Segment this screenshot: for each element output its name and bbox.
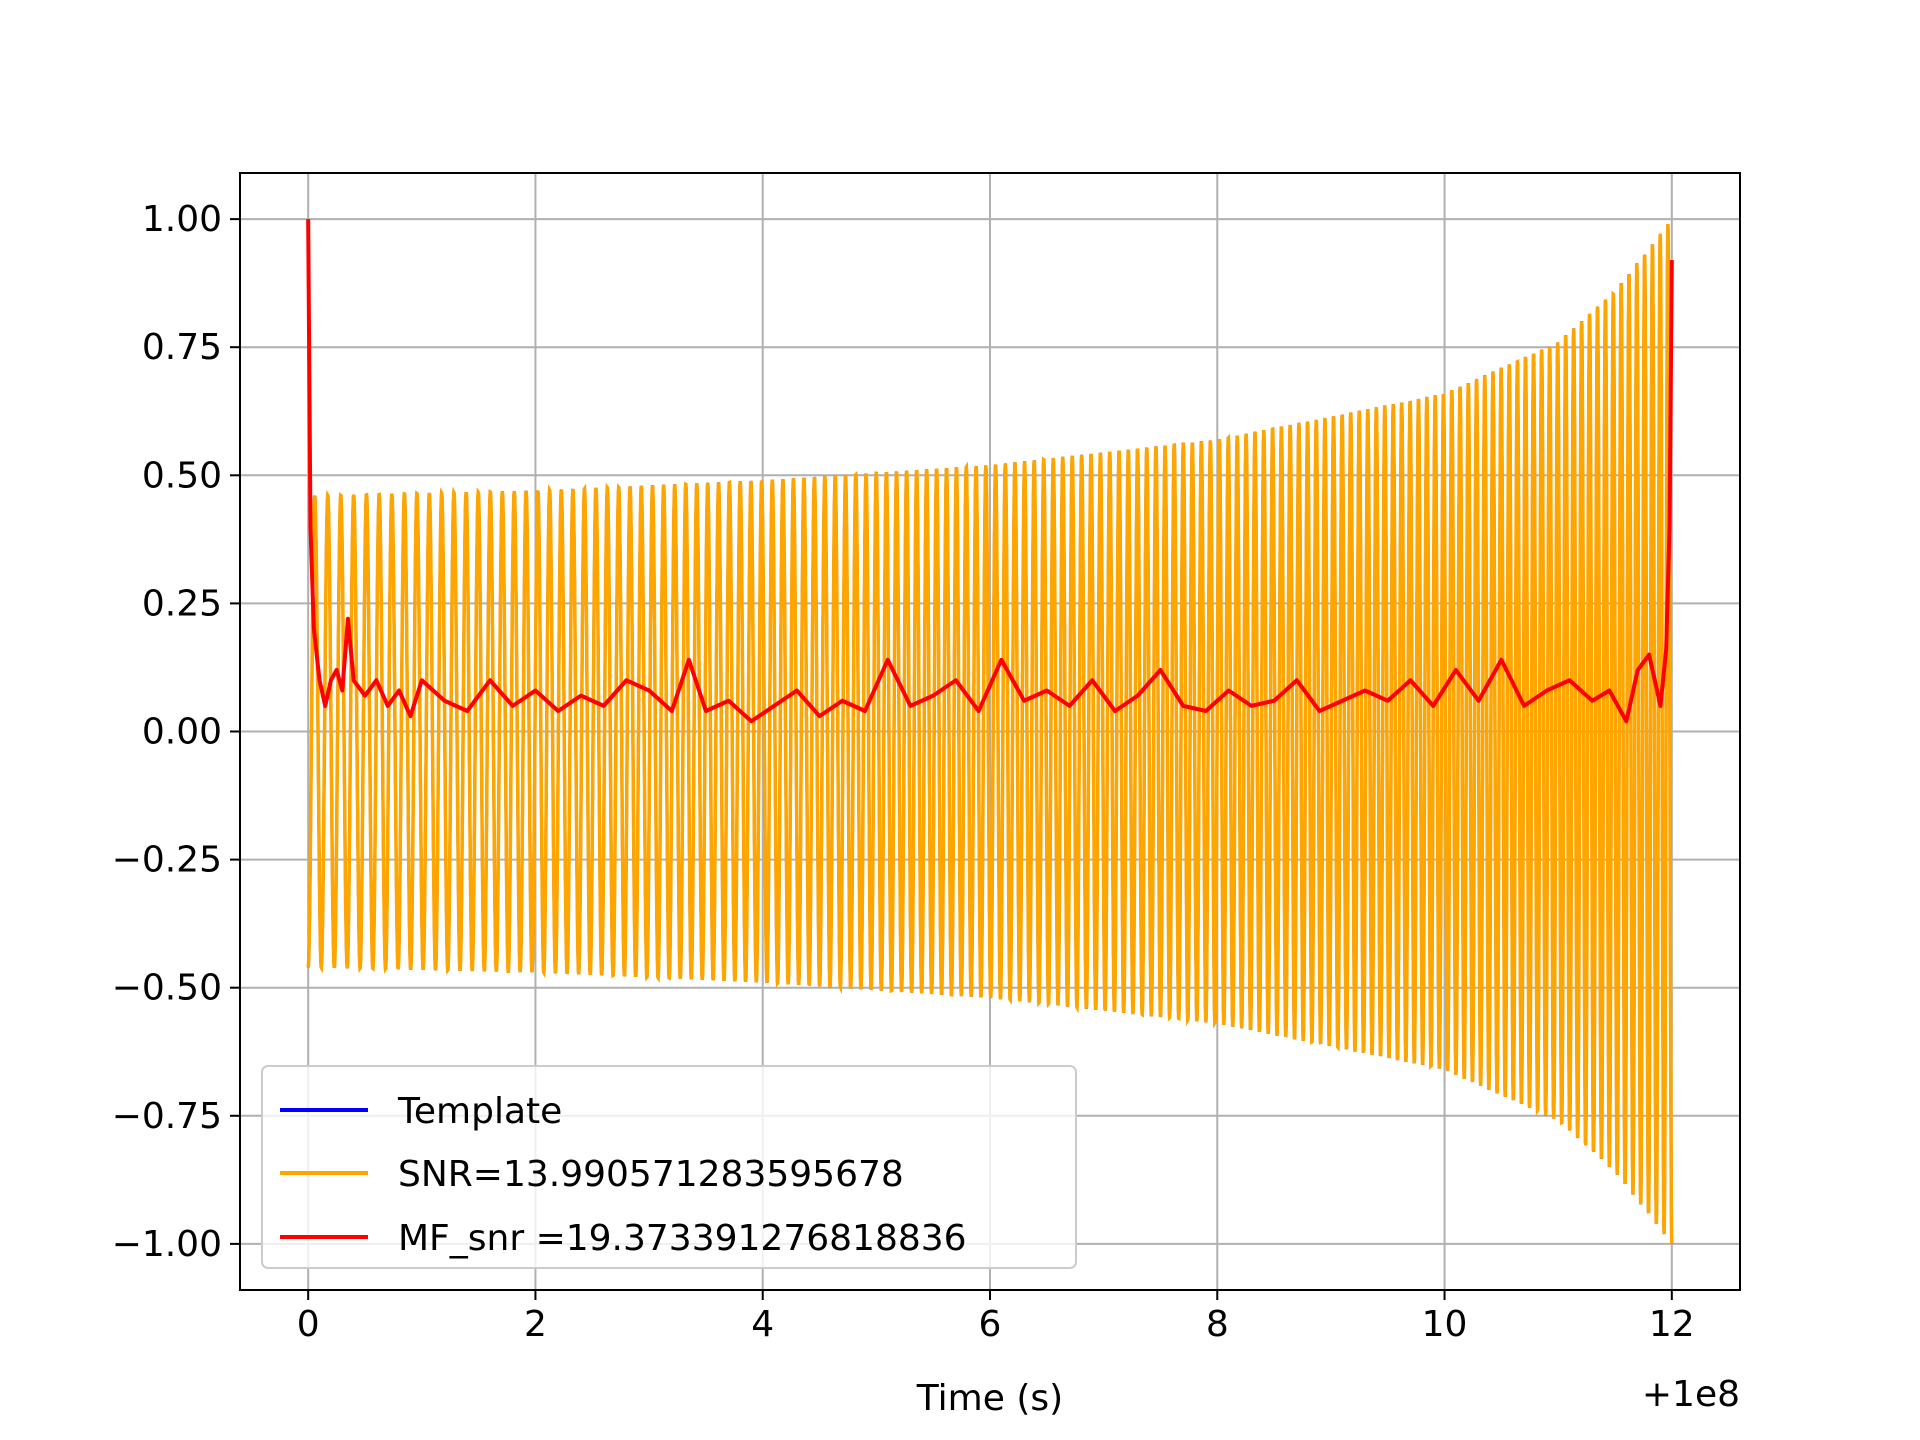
mf-snr-series-line [306, 219, 1674, 724]
x-tick-label: 0 [297, 1304, 320, 1345]
snr-series-line [306, 223, 1674, 1244]
x-axis-label: Time (s) [916, 1378, 1063, 1419]
x-tick-label: 10 [1422, 1304, 1468, 1345]
legend-label-1: SNR=13.990571283595678 [398, 1154, 904, 1195]
x-tick-label: 12 [1649, 1304, 1695, 1345]
y-tick-label: 0.75 [142, 327, 222, 368]
plot-area [306, 219, 1674, 1244]
x-offset-label: +1e8 [1642, 1374, 1740, 1415]
x-tick-label: 6 [979, 1304, 1002, 1345]
y-tick-label: 0.25 [142, 583, 222, 624]
legend-box [261, 1065, 1077, 1269]
y-tick-label: −0.50 [112, 968, 222, 1009]
x-tick-label: 8 [1206, 1304, 1229, 1345]
y-tick-label: −0.25 [112, 840, 222, 881]
axis-ticks: 0 2 4 6 8 10 12 1.00 0.75 0.50 0.25 0.00 −0.25 −0.50 −… [112, 199, 1695, 1345]
legend-label-0: Template [397, 1091, 562, 1132]
y-tick-label: −0.75 [112, 1096, 222, 1137]
y-tick-label: 1.00 [142, 199, 222, 240]
legend-label-2: MF_snr =19.373391276818836 [398, 1218, 967, 1259]
legend: Template SNR=13.990571283595678 MF_snr =19… [261, 1065, 1077, 1269]
x-tick-label: 4 [751, 1304, 774, 1345]
y-tick-label: −1.00 [112, 1224, 222, 1265]
y-tick-label: 0.50 [142, 455, 222, 496]
y-tick-label: 0.00 [142, 712, 222, 753]
x-tick-label: 2 [524, 1304, 547, 1345]
